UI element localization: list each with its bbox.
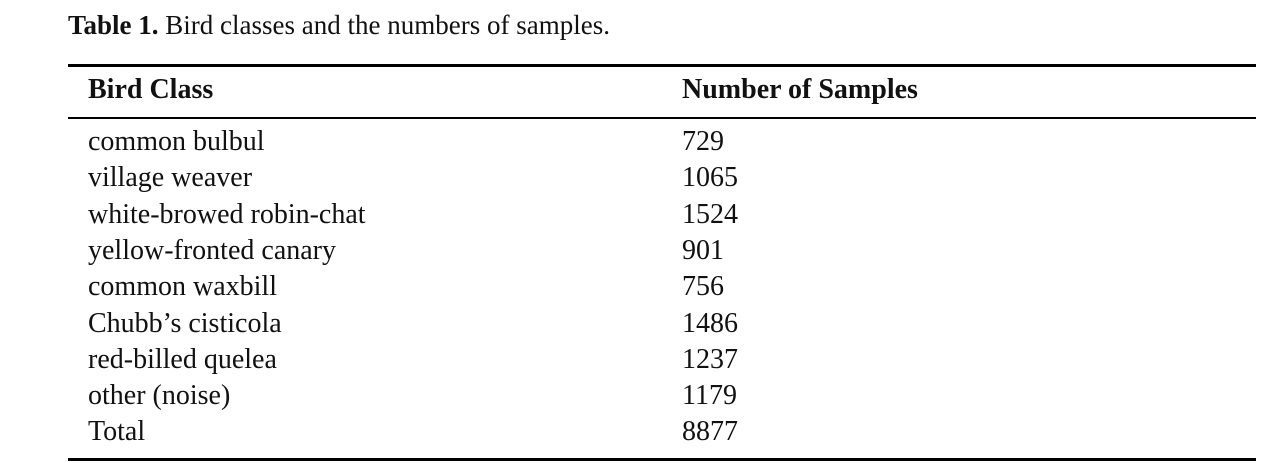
class-cell: village weaver xyxy=(88,162,253,194)
header-cell: Number of Samples xyxy=(682,74,918,105)
class-cell: Chubb’s cisticola xyxy=(88,307,282,339)
caption-label: Table 1. xyxy=(68,10,159,40)
count-cell: 1179 xyxy=(682,380,737,412)
count-cell: 756 xyxy=(682,271,724,303)
count-cell: 1486 xyxy=(682,307,738,339)
table-caption: Table 1. Bird classes and the numbers of… xyxy=(68,10,610,41)
header-rule xyxy=(68,117,1256,119)
class-cell: common waxbill xyxy=(88,271,277,303)
count-cell: 1524 xyxy=(682,198,738,230)
caption-text: Bird classes and the numbers of samples. xyxy=(165,10,610,40)
class-cell: white-browed robin-chat xyxy=(88,198,366,230)
count-cell: 901 xyxy=(682,234,724,266)
header-cell: Bird Class xyxy=(88,74,214,105)
class-cell: red-billed quelea xyxy=(88,343,277,375)
bottom-rule xyxy=(68,458,1256,461)
count-cell: 729 xyxy=(682,126,724,157)
top-rule xyxy=(68,64,1256,67)
count-cell: 8877 xyxy=(682,416,738,448)
class-cell: common bulbul xyxy=(88,126,265,157)
class-cell: yellow-fronted canary xyxy=(88,234,336,266)
count-cell: 1237 xyxy=(682,343,738,375)
class-cell: Total xyxy=(88,416,146,448)
class-cell: other (noise) xyxy=(88,380,231,412)
count-cell: 1065 xyxy=(682,162,738,194)
